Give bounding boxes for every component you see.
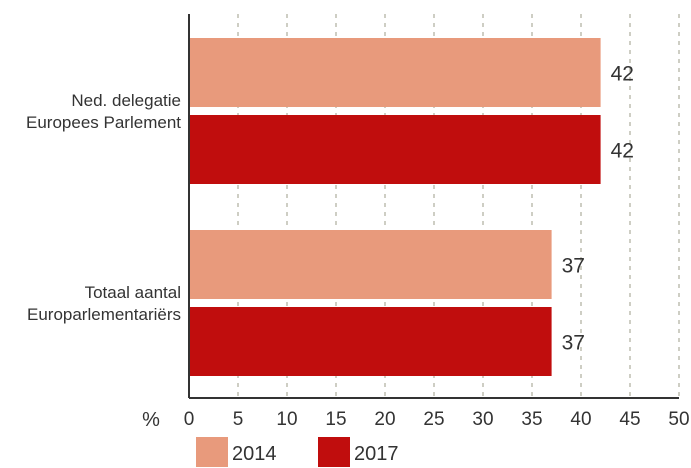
x-tick-20: 20 bbox=[374, 409, 395, 430]
category-label-ned-delegatie-europees-parlement: Ned. delegatie Europees Parlement bbox=[26, 91, 181, 132]
x-tick-5: 5 bbox=[233, 409, 244, 430]
x-tick-50: 50 bbox=[668, 409, 689, 430]
x-tick-15: 15 bbox=[325, 409, 346, 430]
legend-swatch-2017 bbox=[318, 437, 350, 467]
bar-ned-delegatie-europees-parlement-2014 bbox=[190, 38, 601, 107]
bar-ned-delegatie-europees-parlement-2017 bbox=[190, 115, 601, 184]
bar-totaal-aantal-europarlementari-rs-2014 bbox=[190, 230, 552, 299]
category-label-totaal-aantal-europarlementari-rs: Totaal aantal Europarlementariërs bbox=[27, 283, 181, 324]
x-tick-25: 25 bbox=[423, 409, 444, 430]
legend: 2014 2017 bbox=[196, 437, 399, 467]
legend-label-2017: 2017 bbox=[354, 443, 399, 465]
x-tick-labels: 0 5 10 15 20 25 30 35 40 45 50 bbox=[184, 409, 690, 430]
x-tick-10: 10 bbox=[276, 409, 297, 430]
legend-swatch-2014 bbox=[196, 437, 228, 467]
x-tick-35: 35 bbox=[521, 409, 542, 430]
x-tick-0: 0 bbox=[184, 409, 195, 430]
value-labels: 42 42 37 37 bbox=[562, 63, 634, 355]
value-label-ned-delegatie-europees-parlement-2017: 42 bbox=[611, 140, 634, 163]
value-label-totaal-aantal-europarlementari-rs-2014: 37 bbox=[562, 255, 585, 278]
x-tick-45: 45 bbox=[619, 409, 640, 430]
category-labels: Ned. delegatie Europees Parlement Totaal a… bbox=[26, 91, 181, 324]
x-tick-40: 40 bbox=[570, 409, 591, 430]
bar-totaal-aantal-europarlementari-rs-2017 bbox=[190, 307, 552, 376]
value-label-totaal-aantal-europarlementari-rs-2017: 37 bbox=[562, 332, 585, 355]
value-label-ned-delegatie-europees-parlement-2014: 42 bbox=[611, 63, 634, 86]
bars bbox=[190, 38, 601, 376]
legend-label-2014: 2014 bbox=[232, 443, 277, 465]
x-axis-unit-label: % bbox=[142, 409, 160, 431]
x-tick-30: 30 bbox=[472, 409, 493, 430]
